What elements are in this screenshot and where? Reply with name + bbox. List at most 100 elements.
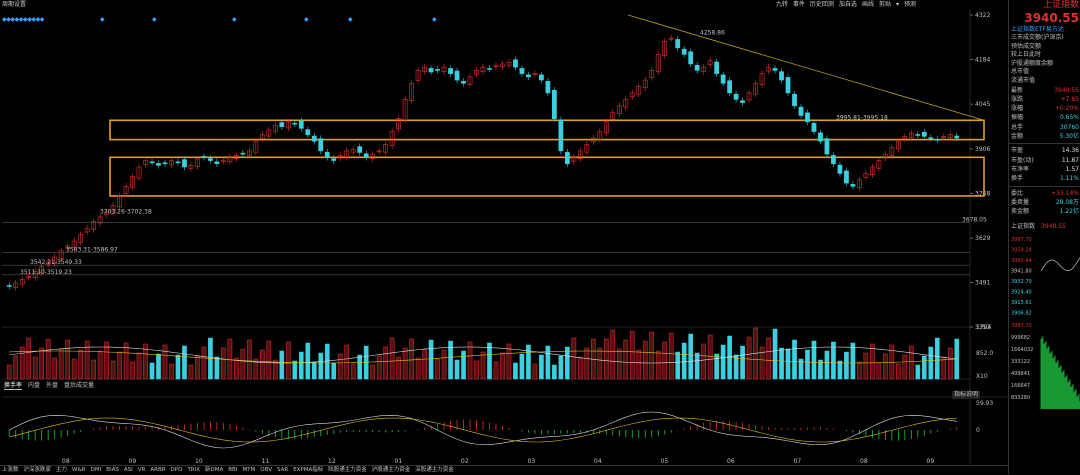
indicator-tab[interactable]: DPO (170, 467, 183, 473)
indicator-tab[interactable]: 陆股通主力资金 (328, 467, 367, 473)
volume-bar (681, 342, 687, 380)
candle (234, 155, 239, 159)
tool-events[interactable]: 事件 (792, 1, 805, 8)
signal-marker: ◆ (100, 16, 105, 23)
tool-backtest[interactable]: 历史回测 (809, 1, 834, 8)
indicator-tab[interactable]: 沪深涨跌家 (23, 467, 52, 473)
quote-key: 总手 (1011, 123, 1024, 131)
candle (422, 66, 427, 72)
candle (39, 266, 45, 274)
quote-key: 换手 (1011, 175, 1024, 183)
settings-button[interactable]: 设置 (14, 1, 27, 8)
candle (84, 227, 90, 233)
quote-value: +0.20% (1054, 105, 1079, 113)
volume-bar (837, 360, 843, 380)
indicator-tab[interactable]: VR (137, 467, 146, 473)
index-price: 3940.55 (1024, 11, 1079, 25)
x-tick-label: 09 (927, 458, 935, 465)
subtab-turnover[interactable]: 换手率 (4, 382, 23, 390)
candle (253, 140, 259, 153)
indicator-tab[interactable]: DMI (90, 467, 102, 473)
indicator-tab[interactable]: MTM (242, 467, 256, 473)
candle (655, 53, 661, 72)
quote-value: 1.22亿 (1059, 208, 1079, 216)
candle (156, 163, 161, 166)
quote-value: 1.11% (1059, 175, 1079, 183)
candle (857, 179, 862, 188)
y-tick-label: 4322 (975, 12, 990, 19)
top-toolbar: 周期 设置 九转 事件 历史回测 加自选 画线 剪贴 ▾ 预测 (0, 0, 1000, 9)
indicator-tab[interactable]: SAR (277, 467, 289, 473)
quote-value: +7.85 (1060, 95, 1079, 103)
candle (448, 68, 453, 74)
indicator-tab[interactable]: 上涨数 (2, 467, 19, 473)
volume-bar (376, 355, 382, 380)
indicator-tab[interactable]: OBV (260, 467, 272, 473)
info-lines: 三市成交额(沪深京) 预估成交额 较上日此时 沪股通额度余额 总市值 流通市值 (1009, 34, 1080, 86)
volume-bar (143, 343, 148, 380)
indicator-tab[interactable]: 沪股通主力资金 (371, 467, 411, 473)
volume-bar (65, 339, 70, 380)
tool-clip[interactable]: 剪贴 (878, 1, 891, 8)
subtab-inner[interactable]: 内盘 (28, 382, 41, 389)
indicator-tab[interactable]: 主力 (56, 467, 68, 473)
candle (720, 74, 726, 84)
tool-forecast[interactable]: 预测 (903, 1, 916, 8)
volume-bar (688, 333, 694, 380)
volume-bar (655, 350, 661, 380)
candle (636, 86, 642, 95)
volume-bar (292, 360, 298, 380)
quote-key: 最新 (1011, 86, 1024, 94)
volume-bar (305, 342, 311, 380)
volume-bar (123, 342, 129, 380)
candle (772, 68, 778, 71)
x-tick-label: 03 (528, 458, 536, 465)
mini-tick-label: 3941.80 (1011, 269, 1032, 275)
candle (915, 134, 921, 136)
main-chart[interactable]: 4322 4184 4045 3906 3768 3629 3491 3353 4258.86 3… (0, 9, 1008, 465)
volume-bar (539, 354, 544, 380)
indicator-tab[interactable]: 深股通主力资金 (415, 467, 454, 473)
intraday-mini-chart[interactable]: 3997.70 3959.24 3950.44 3941.80 3932.70 3924.… (1009, 231, 1080, 411)
volume-bar (32, 356, 38, 380)
quote-row: 涨跌 +7.85 (1009, 95, 1080, 104)
tool-nine-turn[interactable]: 九转 (775, 1, 788, 8)
etf-link[interactable]: 上证指数ETF易方达 (1011, 26, 1064, 33)
tool-add-watchlist[interactable]: 加自选 (838, 1, 857, 8)
volume-bar (331, 362, 337, 380)
indicator-tab[interactable]: W&R (72, 467, 86, 473)
volume-bar (571, 337, 577, 380)
candle (376, 150, 382, 153)
indicator-tab[interactable]: EXPMA指标 (293, 467, 324, 473)
volume-bar (532, 363, 538, 380)
period-button[interactable]: 周期 (2, 1, 15, 8)
volume-bar (195, 355, 200, 380)
indicator-help-button[interactable]: 指标说明 (952, 391, 981, 399)
info-line: 流通市值 (1011, 76, 1036, 84)
volume-bar (779, 347, 784, 380)
volume-bar (188, 364, 194, 380)
candle (798, 106, 804, 116)
tool-more-icon[interactable]: ▾ (895, 1, 899, 8)
volume-bar (883, 353, 888, 380)
subtab-after-hours[interactable]: 盘后成交量 (64, 382, 95, 389)
quote-key: 振幅 (1011, 114, 1024, 122)
volume-bar (448, 340, 453, 380)
candle (882, 153, 888, 159)
volume-bar (227, 338, 233, 380)
quote-row: 市盈(动) 11.87 (1009, 156, 1080, 165)
subtab-outer[interactable]: 外盘 (46, 382, 59, 389)
volume-bar (285, 341, 291, 380)
indicator-tab[interactable]: TRIX (187, 467, 201, 473)
volume-bar (857, 361, 862, 380)
indicator-tab[interactable]: 新DMA (205, 467, 224, 473)
mini-tick-label: 3924.40 (1011, 290, 1032, 296)
x-tick-label: 04 (594, 458, 602, 465)
candle (246, 150, 252, 156)
indicator-tab[interactable]: ASI (123, 467, 133, 473)
tool-draw-line[interactable]: 画线 (861, 1, 874, 8)
indicator-tab[interactable]: BBI (228, 467, 238, 473)
indicator-tab[interactable]: ARBR (150, 467, 166, 473)
indicator-tab[interactable]: BIAS (106, 467, 119, 473)
volume-bar (578, 356, 583, 380)
